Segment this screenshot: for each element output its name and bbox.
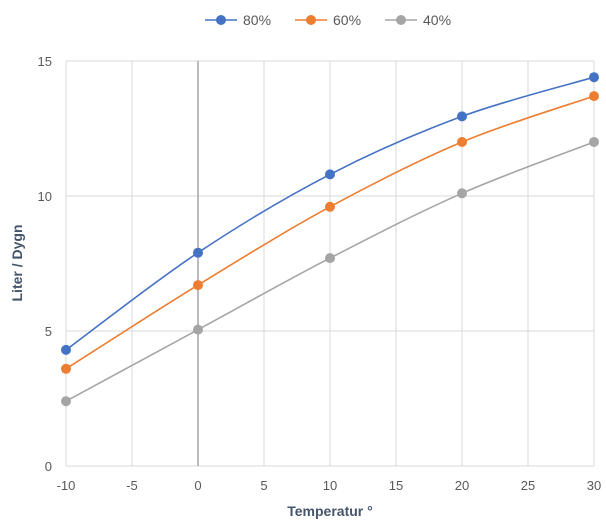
series-1 (61, 91, 599, 374)
data-point (589, 72, 599, 83)
legend-label: 40% (423, 12, 451, 28)
x-tick-label: 20 (455, 478, 469, 493)
data-point (61, 363, 71, 374)
series-2 (61, 137, 599, 407)
data-point (325, 201, 335, 212)
x-tick-label: 5 (260, 478, 267, 493)
data-point (61, 344, 71, 355)
y-tick-label: 15 (38, 54, 52, 69)
legend-swatch-marker (306, 15, 316, 25)
data-point (457, 111, 467, 122)
data-point (325, 253, 335, 264)
x-axis-title: Temperatur ° (287, 503, 372, 519)
y-tick-label: 10 (38, 189, 52, 204)
y-tick-labels: 0 5 10 15 (38, 54, 52, 474)
legend-label: 80% (243, 12, 271, 28)
x-tick-label: -5 (126, 478, 138, 493)
data-point (589, 137, 599, 147)
legend-swatch-marker (216, 15, 226, 25)
x-tick-label: -10 (57, 478, 76, 493)
data-point (589, 91, 599, 102)
data-point (193, 324, 203, 335)
data-point (193, 247, 203, 258)
x-tick-label: 25 (521, 478, 535, 493)
legend-swatch-marker (396, 15, 406, 25)
y-axis-title: Liter / Dygn (9, 224, 25, 301)
data-point (457, 137, 467, 147)
x-tick-label: 10 (323, 478, 337, 493)
y-tick-label: 0 (45, 459, 52, 474)
x-tick-label: 30 (587, 478, 601, 493)
data-point (61, 396, 71, 407)
series-lines (61, 72, 599, 407)
legend-item: 60% (295, 12, 361, 28)
legend-item: 40% (385, 12, 451, 28)
x-tick-label: 15 (389, 478, 403, 493)
data-point (457, 188, 467, 199)
legend: 80% 60% 40% (205, 12, 451, 28)
series-0 (61, 72, 599, 355)
data-point (193, 280, 203, 291)
legend-item: 80% (205, 12, 271, 28)
x-tick-label: 0 (194, 478, 201, 493)
y-tick-label: 5 (45, 324, 52, 339)
legend-label: 60% (333, 12, 361, 28)
x-tick-labels: -10 -5 0 5 10 15 20 25 30 (57, 478, 602, 493)
data-point (325, 169, 335, 180)
